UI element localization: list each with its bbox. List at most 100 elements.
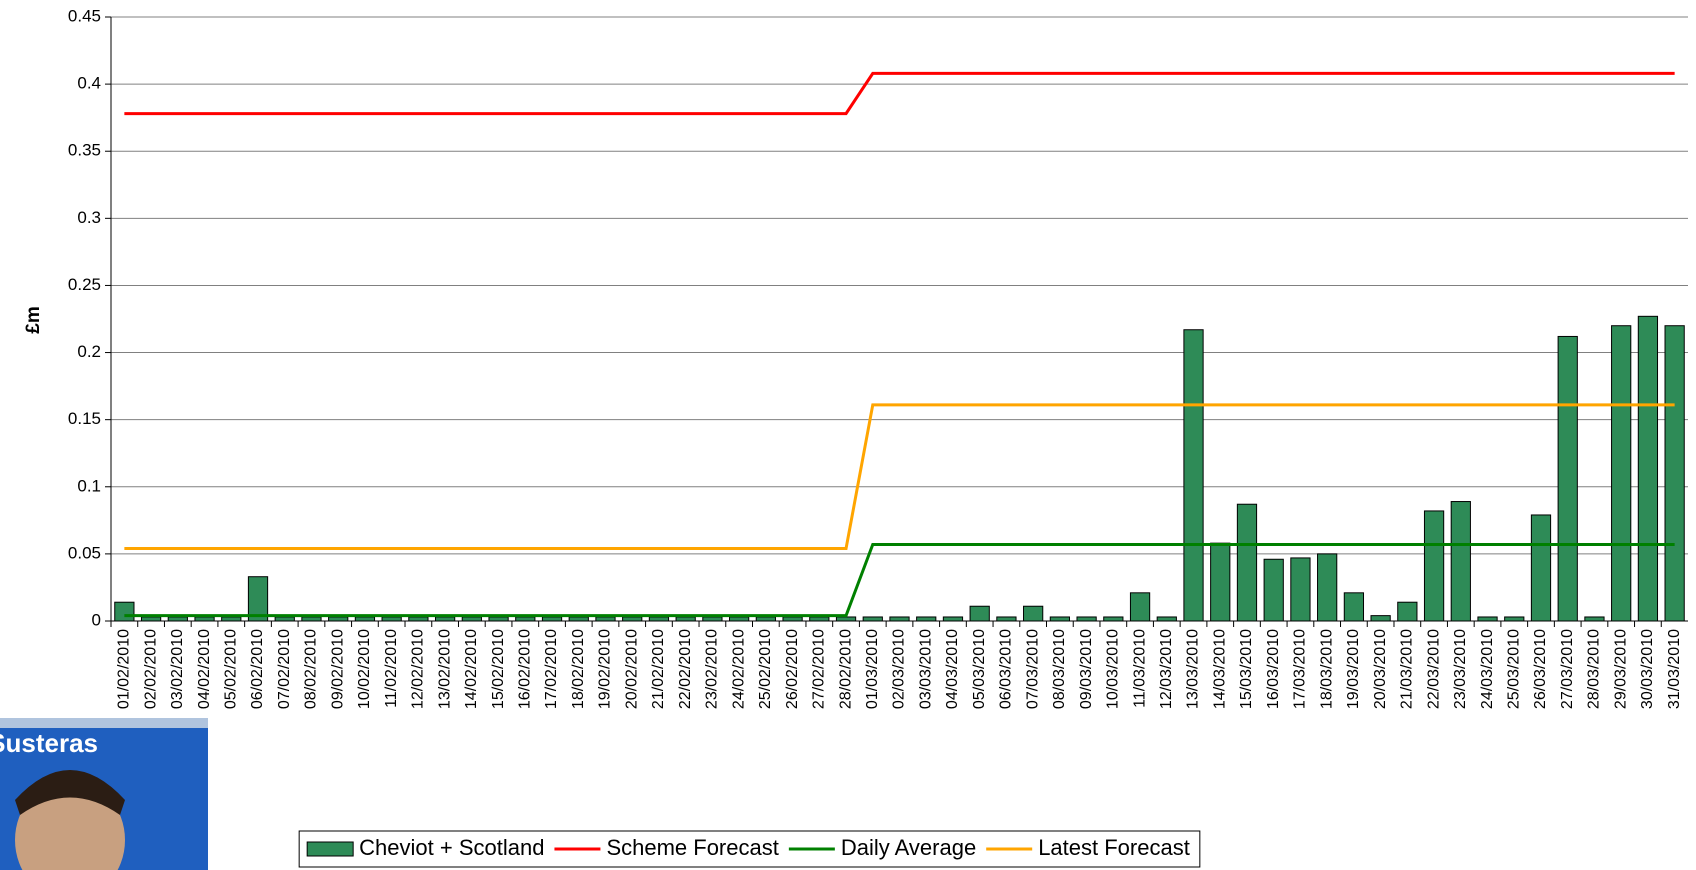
bar <box>1130 593 1149 621</box>
bar <box>329 617 348 621</box>
y-tick-label: 0 <box>92 610 101 629</box>
bar <box>1478 617 1497 621</box>
x-tick-label: 14/02/2010 <box>463 629 480 709</box>
bar <box>997 617 1016 621</box>
x-tick-label: 13/02/2010 <box>436 629 453 709</box>
x-tick-label: 01/02/2010 <box>116 629 133 709</box>
x-tick-label: 07/03/2010 <box>1024 629 1041 709</box>
bar <box>649 617 668 621</box>
bar <box>1264 559 1283 621</box>
bar <box>1291 558 1310 621</box>
y-tick-label: 0.3 <box>77 208 101 227</box>
y-axis-label: £m <box>23 306 44 333</box>
x-tick-label: 19/03/2010 <box>1345 629 1362 709</box>
bar <box>302 617 321 621</box>
bar <box>168 617 187 621</box>
x-tick-label: 25/03/2010 <box>1505 629 1522 709</box>
bar <box>1451 502 1470 621</box>
photo: il Susteras <box>0 718 208 870</box>
x-tick-label: 03/02/2010 <box>169 629 186 709</box>
x-tick-label: 06/02/2010 <box>249 629 266 709</box>
x-tick-label: 11/03/2010 <box>1131 629 1148 708</box>
x-tick-label: 15/02/2010 <box>490 629 507 709</box>
x-tick-label: 16/03/2010 <box>1265 629 1282 709</box>
x-tick-label: 31/03/2010 <box>1666 629 1683 709</box>
bar <box>382 617 401 621</box>
bar <box>409 617 428 621</box>
x-tick-label: 12/02/2010 <box>410 629 427 709</box>
legend-label: Cheviot + Scotland <box>359 835 544 860</box>
bar <box>1371 616 1390 621</box>
bar <box>1184 330 1203 621</box>
bar <box>516 617 535 621</box>
x-tick-label: 24/02/2010 <box>730 629 747 709</box>
bar <box>222 617 241 621</box>
bar <box>489 617 508 621</box>
bar <box>730 617 749 621</box>
x-tick-label: 28/03/2010 <box>1586 629 1603 709</box>
bar <box>1665 326 1684 621</box>
x-tick-label: 12/03/2010 <box>1158 629 1175 709</box>
bar <box>890 617 909 621</box>
legend-label: Latest Forecast <box>1038 835 1190 860</box>
bar <box>756 617 775 621</box>
bar <box>783 617 802 621</box>
bar <box>810 617 829 621</box>
x-tick-label: 04/02/2010 <box>196 629 213 709</box>
bar <box>462 617 481 621</box>
x-tick-label: 21/03/2010 <box>1399 629 1416 709</box>
bar <box>1211 543 1230 621</box>
x-tick-label: 02/02/2010 <box>142 629 159 709</box>
y-tick-label: 0.35 <box>68 141 101 160</box>
bar <box>1077 617 1096 621</box>
x-tick-label: 10/02/2010 <box>356 629 373 709</box>
x-tick-label: 23/03/2010 <box>1452 629 1469 709</box>
x-tick-label: 23/02/2010 <box>704 629 721 709</box>
x-tick-label: 09/02/2010 <box>329 629 346 709</box>
bar <box>1157 617 1176 621</box>
bar <box>1638 316 1657 621</box>
line <box>124 73 1674 113</box>
x-tick-label: 09/03/2010 <box>1078 629 1095 709</box>
x-tick-label: 20/02/2010 <box>623 629 640 709</box>
bar <box>195 617 214 621</box>
photo-caption: il Susteras <box>0 728 98 758</box>
y-tick-label: 0.2 <box>77 342 101 361</box>
x-tick-label: 20/03/2010 <box>1372 629 1389 709</box>
x-tick-label: 27/03/2010 <box>1559 629 1576 709</box>
bar <box>355 617 374 621</box>
legend-label: Scheme Forecast <box>606 835 778 860</box>
x-tick-label: 10/03/2010 <box>1105 629 1122 709</box>
bar <box>1612 326 1631 621</box>
x-tick-label: 17/03/2010 <box>1292 629 1309 709</box>
x-tick-label: 26/02/2010 <box>784 629 801 709</box>
plot-area: 00.050.10.150.20.250.30.350.40.4501/02/2… <box>68 6 1688 709</box>
bar <box>569 617 588 621</box>
x-tick-label: 29/03/2010 <box>1612 629 1629 709</box>
bar <box>435 617 454 621</box>
x-tick-label: 27/02/2010 <box>811 629 828 709</box>
x-tick-label: 18/03/2010 <box>1318 629 1335 709</box>
bar <box>115 602 134 621</box>
bar <box>917 617 936 621</box>
bar <box>1024 606 1043 621</box>
x-tick-label: 11/02/2010 <box>383 629 400 708</box>
x-tick-label: 05/02/2010 <box>222 629 239 709</box>
bar <box>1344 593 1363 621</box>
x-tick-label: 22/02/2010 <box>677 629 694 709</box>
bar <box>623 617 642 621</box>
bar <box>1237 504 1256 621</box>
x-tick-label: 07/02/2010 <box>276 629 293 709</box>
x-tick-label: 14/03/2010 <box>1211 629 1228 709</box>
x-tick-label: 19/02/2010 <box>597 629 614 709</box>
x-tick-label: 04/03/2010 <box>944 629 961 709</box>
x-tick-label: 18/02/2010 <box>570 629 587 709</box>
bar <box>1531 515 1550 621</box>
bar <box>703 617 722 621</box>
x-tick-label: 15/03/2010 <box>1238 629 1255 709</box>
bar <box>1505 617 1524 621</box>
bar <box>1424 511 1443 621</box>
x-tick-label: 02/03/2010 <box>891 629 908 709</box>
x-tick-label: 22/03/2010 <box>1425 629 1442 709</box>
